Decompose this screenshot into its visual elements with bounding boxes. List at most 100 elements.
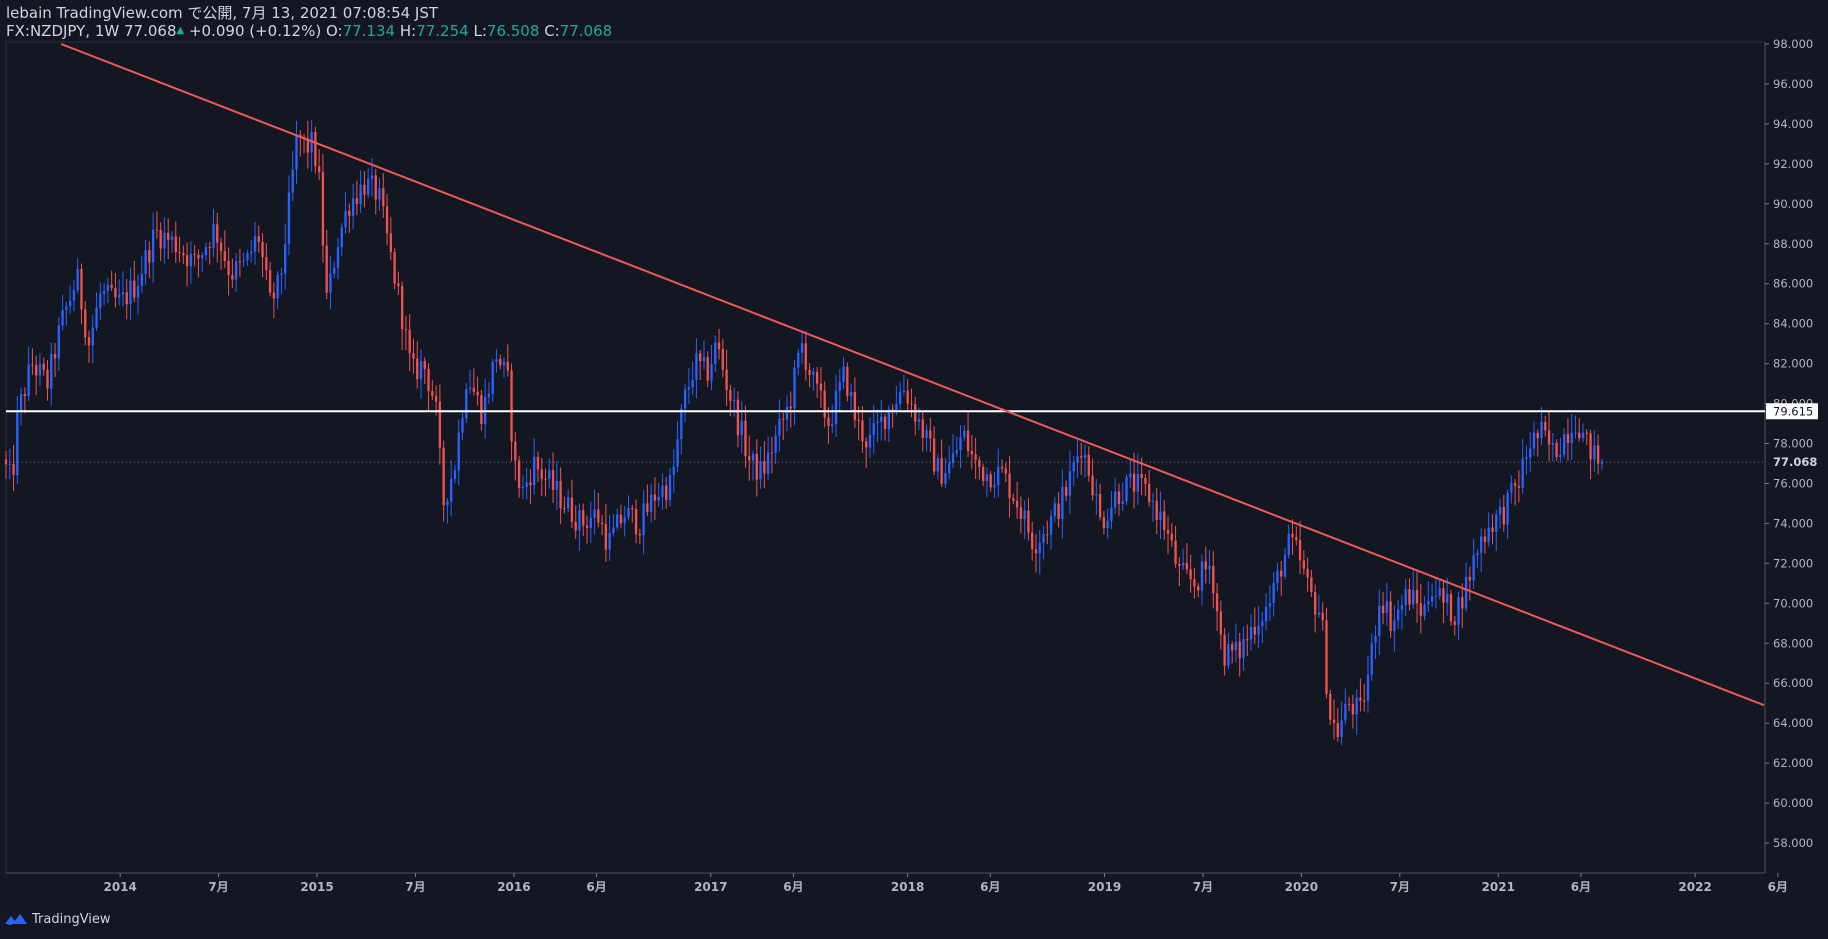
- candle-body: [280, 273, 283, 275]
- candle-body: [1200, 561, 1204, 591]
- candle-body: [1396, 609, 1400, 621]
- candle-body: [695, 353, 698, 381]
- candle-body: [38, 363, 42, 376]
- candle-body: [223, 251, 226, 261]
- candle-body: [1042, 534, 1045, 543]
- candle-body: [461, 418, 464, 433]
- change-value: +0.090 (+0.12%): [188, 22, 322, 40]
- candle-body: [499, 359, 502, 366]
- candle-body: [491, 361, 494, 394]
- candle-body: [936, 458, 940, 472]
- candle-body: [1359, 697, 1362, 701]
- open-label: O:: [325, 22, 343, 40]
- candle-body: [1031, 532, 1034, 550]
- candle-body: [672, 466, 675, 475]
- candle-body: [321, 172, 325, 246]
- candle-body: [748, 456, 751, 461]
- candle-body: [891, 409, 894, 411]
- candle-body: [193, 253, 196, 255]
- candle-body: [1457, 597, 1460, 625]
- candle-body: [1129, 473, 1132, 478]
- price-tick-label: 70.000: [1773, 596, 1813, 610]
- candle-body: [680, 408, 683, 440]
- candle-body: [310, 132, 313, 153]
- candle-body: [800, 343, 804, 353]
- price-tick-label: 98.000: [1773, 37, 1813, 51]
- time-tick-label: 6月: [980, 880, 1000, 894]
- tradingview-logo-icon[interactable]: [4, 911, 28, 927]
- candle-body: [831, 424, 834, 427]
- candle-body: [1374, 636, 1377, 644]
- candle-body: [465, 389, 468, 419]
- candle-body: [1513, 483, 1517, 487]
- candle-body: [212, 224, 215, 248]
- price-tick-label: 92.000: [1773, 157, 1813, 171]
- time-tick-label: 2015: [300, 880, 333, 894]
- candle-body: [370, 175, 374, 179]
- candle-body: [268, 270, 272, 293]
- candle-body: [1302, 560, 1306, 569]
- candle-body: [250, 251, 253, 254]
- candle-body: [355, 198, 359, 205]
- candle-body: [887, 409, 891, 430]
- candle-body: [785, 406, 789, 420]
- candle-body: [400, 286, 404, 330]
- candle-body: [76, 268, 79, 291]
- candle-body: [1363, 700, 1366, 702]
- candle-body: [216, 224, 219, 243]
- candle-body: [1072, 462, 1075, 472]
- time-tick-label: 7月: [405, 880, 425, 894]
- candle-body: [974, 454, 977, 460]
- candle-body: [231, 274, 234, 280]
- candle-body: [951, 453, 955, 463]
- candle-body: [751, 453, 755, 461]
- candle-body: [404, 329, 408, 331]
- candle-body: [1589, 433, 1592, 460]
- candle-body: [246, 253, 249, 261]
- candle-body: [838, 381, 841, 391]
- candle-body: [533, 456, 536, 486]
- candle-body: [68, 300, 72, 307]
- candle-body: [136, 285, 140, 298]
- high-label: H:: [399, 22, 417, 40]
- candle-body: [653, 494, 657, 501]
- candle-body: [1197, 586, 1200, 591]
- candle-body: [917, 419, 921, 422]
- candle-body: [740, 420, 743, 436]
- candle-body: [257, 236, 260, 242]
- candle-body: [102, 290, 106, 294]
- candle-body: [1230, 644, 1234, 651]
- candle-body: [148, 250, 151, 263]
- price-axis[interactable]: 58.000 60.000 62.000 64.000 66.000 68.000 70.0…: [1765, 37, 1813, 850]
- candle-body: [419, 361, 423, 380]
- candle-body: [970, 450, 974, 455]
- candle-body: [397, 283, 400, 287]
- hline-price-tag: [1766, 403, 1818, 420]
- candle-body: [521, 486, 525, 489]
- time-axis[interactable]: 2014 7月 2015 7月 2016 6月 2017 6月 2018 6月 2019 7月 2020…: [103, 873, 1788, 894]
- candle-body: [1004, 468, 1007, 474]
- candle-body: [35, 365, 38, 376]
- descending-trendline[interactable]: [60, 43, 1765, 707]
- candle-body: [823, 390, 826, 418]
- candle-body: [159, 229, 162, 249]
- candle-body: [265, 257, 268, 271]
- candle-body: [348, 210, 351, 216]
- price-tick-label: 58.000: [1773, 836, 1813, 850]
- price-tags: 79.615 77.068: [1766, 403, 1818, 471]
- candle-body: [1385, 601, 1389, 614]
- candle-body: [721, 349, 725, 370]
- candle-body: [770, 452, 774, 454]
- candle-body: [1087, 454, 1090, 476]
- brand-label[interactable]: TradingView: [32, 911, 111, 927]
- candle-body: [657, 496, 660, 501]
- candle-body: [1159, 511, 1162, 520]
- candle-body: [529, 482, 532, 486]
- candle-body: [295, 134, 298, 170]
- candle-body: [185, 255, 189, 267]
- candle-body: [978, 459, 981, 467]
- candle-body: [1181, 562, 1185, 566]
- candle-body: [1325, 620, 1328, 694]
- candle-body: [638, 534, 641, 536]
